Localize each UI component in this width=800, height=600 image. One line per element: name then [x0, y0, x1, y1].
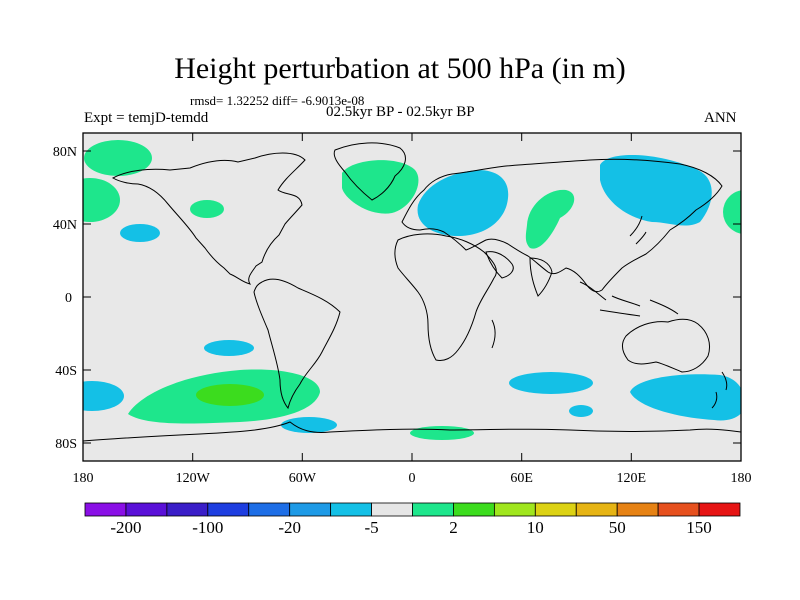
colorbar-swatch [125, 502, 168, 517]
anomaly-atlantic-east [342, 160, 419, 214]
lat-label-80n: 80N [53, 145, 77, 160]
colorbar-swatch [412, 502, 454, 517]
anomaly-indian-ocean-south [509, 372, 593, 394]
lat-label-40n: 40N [53, 218, 77, 233]
colorbar-label: 10 [527, 518, 544, 537]
coast-eurasia [401, 158, 723, 293]
colorbar-swatch [84, 502, 127, 517]
anomaly-pacific-40n [190, 200, 224, 218]
lon-tick-marks [192, 133, 632, 461]
colorbar-label: 150 [686, 518, 712, 537]
colorbar-label: 50 [609, 518, 626, 537]
colorbar-swatch [289, 502, 332, 517]
colorbar-swatch [248, 502, 291, 517]
map-title: Height perturbation at 500 hPa (in m) [174, 52, 626, 85]
colorbar-label: -100 [192, 518, 223, 537]
coast-greenland [333, 142, 406, 201]
colorbar-swatch [698, 502, 741, 517]
anomaly-north-pacific-east [83, 178, 120, 222]
anomaly-central-asia [525, 189, 575, 249]
colorbar-swatch [493, 502, 536, 517]
colorbar-swatch [166, 502, 209, 517]
anomaly-antarctic-green [410, 426, 474, 440]
anomaly-west-edge-south [83, 381, 124, 411]
coast-australia [621, 318, 711, 373]
lon-label-180w: 180 [73, 471, 94, 486]
coast-madagascar [491, 319, 496, 349]
colorbar [84, 502, 741, 517]
anomaly-north-pacific-west [84, 140, 152, 176]
anomaly-europe [417, 170, 509, 236]
coast-north-america [111, 152, 306, 285]
lat-label-80s: 80S [55, 437, 77, 452]
coast-antarctica [83, 421, 741, 442]
anomaly-south-pacific-core [196, 384, 264, 406]
lat-tick-marks [83, 150, 741, 444]
coastlines [83, 142, 741, 442]
anomaly-australia-south [630, 374, 741, 421]
colorbar-label: -5 [364, 518, 378, 537]
anomaly-east-asia [600, 154, 712, 226]
lon-label-120w: 120W [176, 471, 211, 486]
coast-arabia-india [485, 251, 553, 297]
lat-label-0: 0 [65, 291, 72, 306]
colorbar-label: -20 [278, 518, 301, 537]
coast-japan [629, 215, 647, 245]
colorbar-labels: -200 -100 -20 -5 2 10 50 150 [110, 518, 711, 537]
colorbar-swatch [371, 502, 413, 517]
anomaly-south-pacific-small [204, 340, 254, 356]
lon-tick-labels: 180 120W 60W 0 60E 120E 180 [73, 471, 752, 486]
colorbar-swatch [575, 502, 618, 517]
period-label: 02.5kyr BP - 02.5kyr BP [326, 104, 475, 120]
coast-southeast-asia [579, 281, 679, 317]
lon-label-60e: 60E [510, 471, 533, 486]
colorbar-label: 2 [449, 518, 458, 537]
anomaly-south-atlantic-ice [281, 417, 337, 433]
lon-label-120e: 120E [617, 471, 647, 486]
coast-new-zealand [711, 371, 728, 409]
anomaly-layer [83, 140, 741, 440]
colorbar-swatch [657, 502, 700, 517]
season-label: ANN [704, 110, 737, 126]
lon-label-0: 0 [409, 471, 416, 486]
colorbar-swatch [207, 502, 250, 517]
colorbar-swatch [330, 502, 372, 517]
experiment-label: Expt = temjD-temdd [84, 110, 209, 126]
lon-label-180e: 180 [731, 471, 752, 486]
coast-south-america [253, 278, 341, 410]
colorbar-swatch [534, 502, 577, 517]
lat-tick-labels: 80N 40N 0 40S 80S [53, 145, 77, 452]
coast-africa [394, 233, 497, 361]
anomaly-north-america-west [120, 224, 160, 242]
colorbar-swatch [453, 502, 495, 517]
colorbar-swatch [616, 502, 659, 517]
colorbar-label: -200 [110, 518, 141, 537]
lat-label-40s: 40S [55, 364, 77, 379]
lon-label-60w: 60W [289, 471, 317, 486]
anomaly-pacific-east-edge [723, 190, 741, 234]
anomaly-indian-ocean-south-small [569, 405, 593, 417]
stats-label: rmsd= 1.32252 diff= -6.9013e-08 [190, 93, 365, 108]
